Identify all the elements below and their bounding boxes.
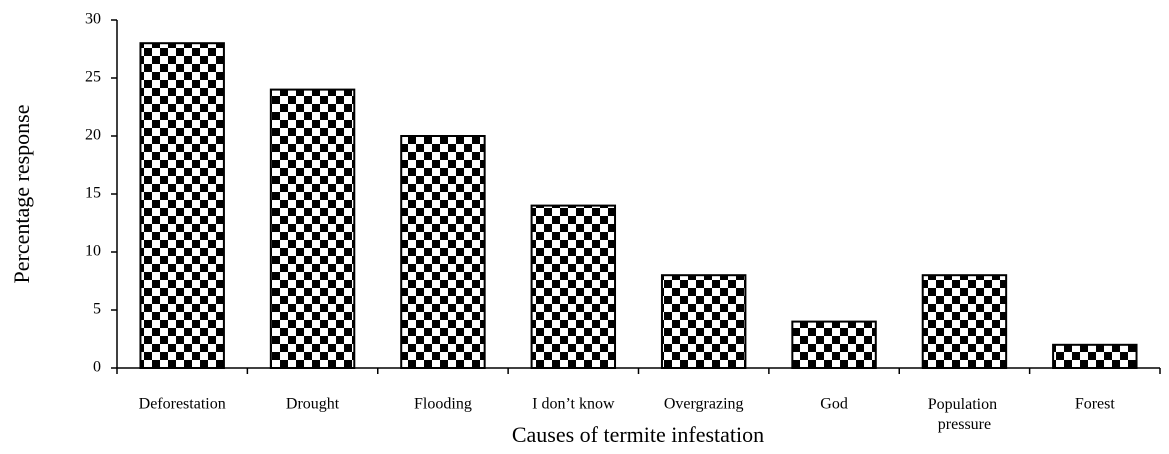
bar [660, 274, 747, 370]
bar [530, 204, 617, 369]
x-tick-label: Forest [1075, 396, 1116, 413]
y-tick-label: 0 [93, 359, 101, 376]
x-tick-label: Overgrazing [664, 396, 744, 413]
bar [269, 88, 356, 369]
y-tick-label: 10 [85, 243, 101, 260]
y-tick-label: 25 [85, 69, 101, 86]
x-tick-label: Flooding [414, 396, 472, 413]
bar [400, 135, 486, 369]
bar [791, 320, 877, 370]
y-axis-title: Percentage response [9, 105, 34, 284]
x-tick-label: Population pressure [928, 396, 1001, 433]
y-tick-label: 30 [85, 11, 101, 28]
x-tick-label: I don’t know [532, 396, 615, 413]
bar [921, 274, 1008, 370]
x-tick-label: God [820, 396, 848, 413]
x-tick-label: Deforestation [139, 396, 226, 413]
y-tick-label: 5 [93, 301, 101, 318]
y-tick-label: 20 [85, 127, 101, 144]
y-tick-label: 15 [85, 185, 101, 202]
bar [139, 42, 225, 369]
bar [1052, 343, 1138, 369]
x-axis-title: Causes of termite infestation [512, 422, 764, 447]
x-tick-label: Drought [286, 396, 340, 413]
